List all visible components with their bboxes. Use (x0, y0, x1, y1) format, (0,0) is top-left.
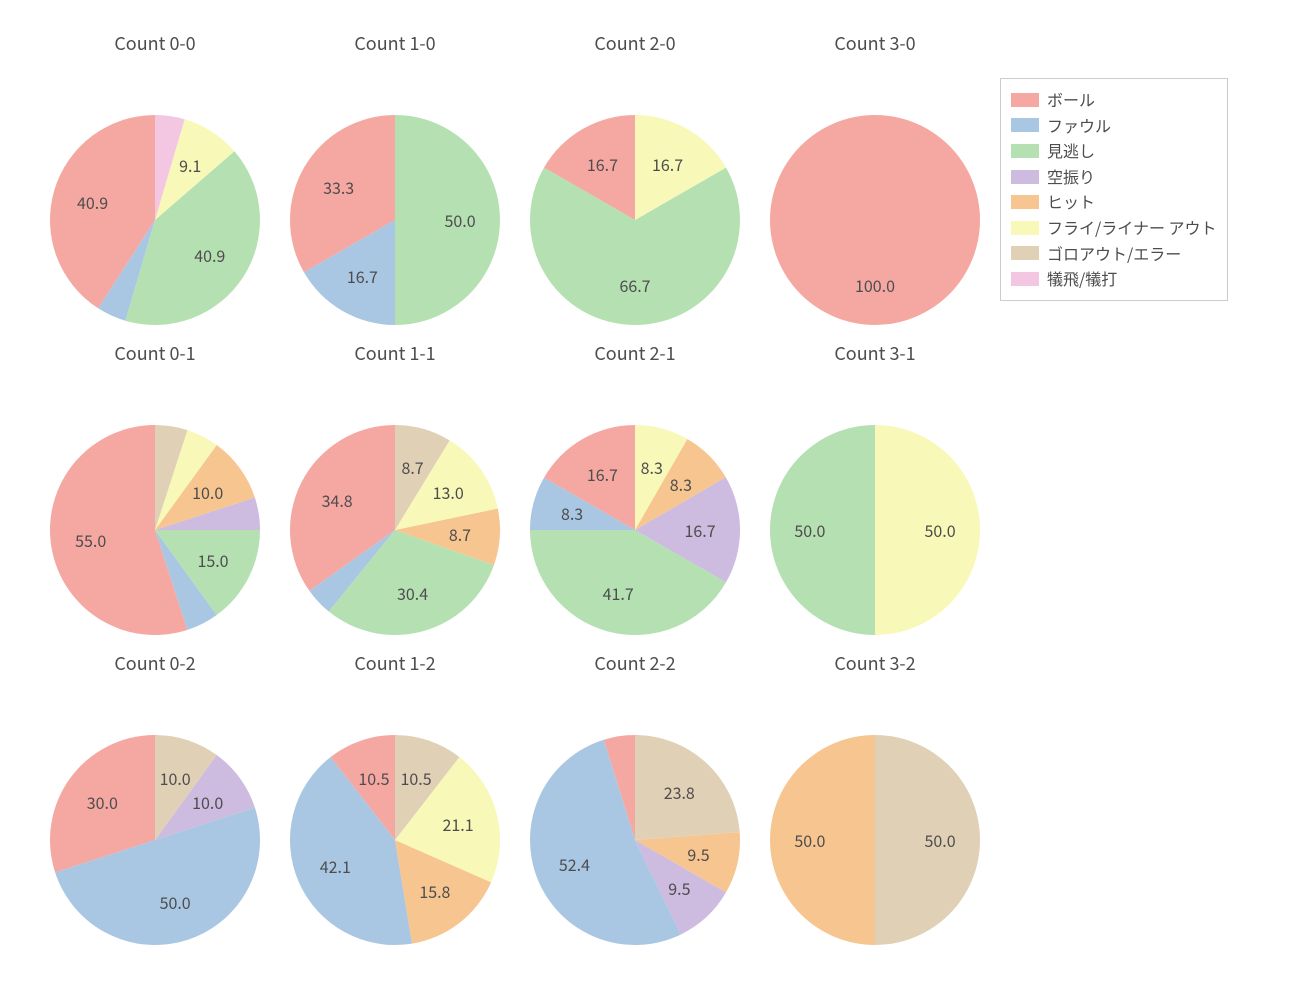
legend-label: ボール (1047, 87, 1095, 113)
pie-slice (875, 425, 980, 635)
legend-item: ヒット (1011, 189, 1217, 215)
legend-swatch (1011, 272, 1039, 286)
pie-svg (515, 650, 755, 960)
legend-swatch (1011, 93, 1039, 107)
pie-chart: Count 1-033.316.750.0 (275, 30, 515, 340)
legend-label: ゴロアウト/エラー (1047, 241, 1181, 267)
chart-grid: Count 0-040.940.99.1Count 1-033.316.750.… (0, 0, 1300, 1000)
legend-item: 見逃し (1011, 138, 1217, 164)
legend-item: 空振り (1011, 164, 1217, 190)
legend-label: ファウル (1047, 113, 1111, 139)
pie-chart: Count 3-150.050.0 (755, 340, 995, 650)
pie-chart: Count 1-210.542.115.821.110.5 (275, 650, 515, 960)
legend: ボールファウル見逃し空振りヒットフライ/ライナー アウトゴロアウト/エラー犠飛/… (1000, 78, 1228, 301)
pie-svg (515, 30, 755, 340)
pie-slice (635, 735, 740, 840)
legend-item: ボール (1011, 87, 1217, 113)
legend-swatch (1011, 221, 1039, 235)
pie-chart: Count 3-250.050.0 (755, 650, 995, 960)
legend-label: 空振り (1047, 164, 1095, 190)
legend-label: フライ/ライナー アウト (1047, 215, 1217, 241)
legend-swatch (1011, 144, 1039, 158)
pie-chart: Count 0-040.940.99.1 (35, 30, 275, 340)
legend-label: ヒット (1047, 189, 1095, 215)
pie-slice (875, 735, 980, 945)
pie-svg (515, 340, 755, 650)
pie-svg (755, 650, 995, 960)
legend-swatch (1011, 195, 1039, 209)
legend-swatch (1011, 246, 1039, 260)
pie-chart: Count 3-0100.0 (755, 30, 995, 340)
legend-item: フライ/ライナー アウト (1011, 215, 1217, 241)
pie-svg (275, 340, 515, 650)
pie-svg (275, 650, 515, 960)
pie-chart: Count 2-116.78.341.716.78.38.3 (515, 340, 755, 650)
pie-slice (770, 425, 875, 635)
legend-label: 犠飛/犠打 (1047, 266, 1117, 292)
pie-svg (35, 650, 275, 960)
pie-chart: Count 0-230.050.010.010.0 (35, 650, 275, 960)
pie-svg (35, 30, 275, 340)
legend-label: 見逃し (1047, 138, 1095, 164)
legend-item: ゴロアウト/エラー (1011, 241, 1217, 267)
pie-svg (755, 30, 995, 340)
pie-chart: Count 2-016.766.716.7 (515, 30, 755, 340)
pie-slice (770, 735, 875, 945)
legend-item: 犠飛/犠打 (1011, 266, 1217, 292)
pie-slice (770, 115, 980, 325)
legend-item: ファウル (1011, 113, 1217, 139)
pie-chart: Count 1-134.830.48.713.08.7 (275, 340, 515, 650)
pie-svg (35, 340, 275, 650)
legend-swatch (1011, 118, 1039, 132)
legend-swatch (1011, 170, 1039, 184)
pie-chart: Count 0-155.015.010.0 (35, 340, 275, 650)
pie-slice (395, 115, 500, 325)
pie-chart: Count 2-252.49.59.523.8 (515, 650, 755, 960)
pie-svg (755, 340, 995, 650)
pie-svg (275, 30, 515, 340)
